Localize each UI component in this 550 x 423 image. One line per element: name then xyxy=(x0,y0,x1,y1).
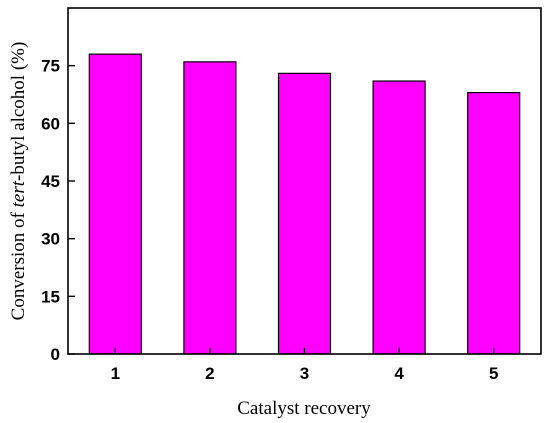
bar-1 xyxy=(88,53,142,355)
bar-5 xyxy=(467,91,521,355)
x-axis-ticks: 1 2 3 4 5 xyxy=(111,348,498,383)
x-tick-label: 3 xyxy=(300,364,309,383)
y-tick-label: 0 xyxy=(51,345,60,364)
x-tick-label: 2 xyxy=(205,364,214,383)
x-tick-label: 5 xyxy=(489,364,498,383)
x-axis-title: Catalyst recovery xyxy=(237,398,371,419)
y-axis-title: Conversion of tert-butyl alcohol (%) xyxy=(8,42,29,321)
y-axis-title-prefix: Conversion of xyxy=(8,207,29,320)
bars-group xyxy=(88,53,521,355)
bar-2 xyxy=(183,61,237,355)
y-axis-title-suffix: -butyl alcohol (%) xyxy=(8,42,29,181)
y-tick-label: 30 xyxy=(41,230,60,249)
y-tick-label: 45 xyxy=(41,172,60,191)
bar-4 xyxy=(372,80,426,355)
bar-3 xyxy=(277,72,332,355)
y-tick-label: 15 xyxy=(41,287,60,306)
y-tick-label: 60 xyxy=(41,114,60,133)
y-axis-title-italic: tert xyxy=(8,180,29,207)
y-axis-ticks: 0 15 30 45 60 75 xyxy=(41,57,75,364)
x-tick-label: 4 xyxy=(394,364,404,383)
x-tick-label: 1 xyxy=(111,364,120,383)
y-tick-label: 75 xyxy=(41,57,60,76)
